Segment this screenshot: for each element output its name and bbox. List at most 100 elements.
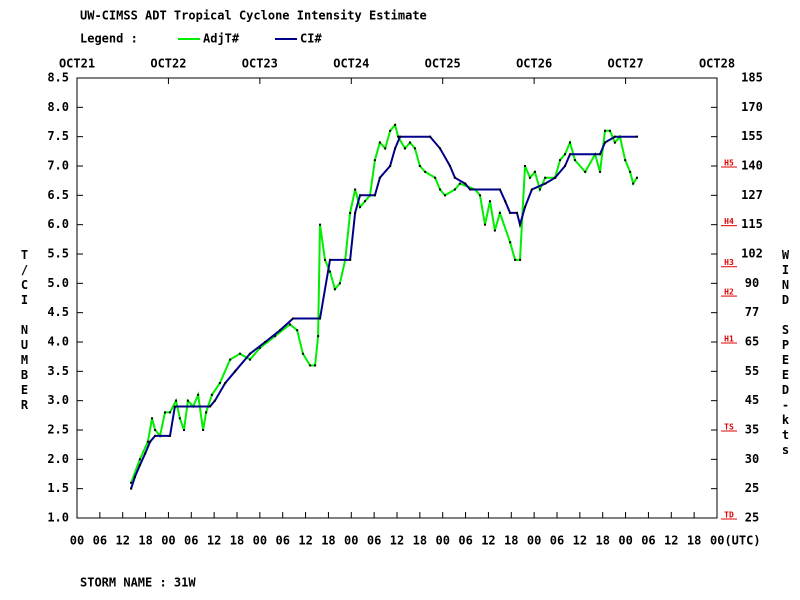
data-point [524, 165, 526, 167]
data-point [338, 282, 341, 285]
data-point [264, 341, 267, 343]
data-point [559, 159, 562, 162]
data-point [389, 165, 392, 167]
data-point [154, 434, 157, 437]
data-point [378, 141, 381, 144]
data-point [524, 206, 526, 209]
data-point [453, 176, 456, 179]
data-point [632, 182, 635, 185]
x-tick-label: 12 [664, 534, 678, 548]
storm-name: STORM NAME : 31W [80, 576, 196, 590]
data-point [613, 135, 616, 138]
x-tick-label: 00 [253, 534, 267, 548]
data-point [373, 159, 376, 162]
data-point [516, 211, 518, 214]
x-tick-label: 12 [115, 534, 129, 548]
date-label: OCT26 [516, 57, 552, 71]
x-tick-label: 18 [138, 534, 152, 548]
date-label: OCT27 [608, 57, 644, 71]
data-point [146, 440, 149, 443]
x-tick-label: 00 [161, 534, 175, 548]
data-point [394, 147, 397, 150]
x-tick-label: 06 [184, 534, 198, 548]
data-point [279, 329, 282, 332]
x-tick-label: 00 [344, 534, 358, 548]
data-point [138, 458, 141, 461]
x-tick-label: 18 [230, 534, 244, 548]
x-tick-label: 00 [70, 534, 84, 548]
data-point [130, 481, 133, 484]
data-point [424, 170, 427, 173]
data-point [258, 346, 261, 349]
x-tick-label: 12 [481, 534, 495, 548]
x-tick-label: 12 [298, 534, 312, 548]
data-point [328, 270, 331, 273]
y2-tick-label: 45 [745, 393, 759, 407]
data-point [288, 323, 291, 326]
data-point [333, 288, 336, 291]
data-point [544, 176, 547, 179]
y-tick-label: 3.0 [47, 393, 69, 407]
data-point [164, 411, 166, 414]
date-label: OCT25 [425, 57, 461, 71]
data-point [488, 200, 491, 203]
y-tick-label: 6.0 [47, 217, 69, 231]
data-point [208, 405, 211, 408]
data-point [399, 135, 402, 138]
y2-tick-label: 155 [741, 129, 763, 143]
data-point [604, 129, 606, 132]
data-point [444, 194, 446, 197]
y-tick-label: 6.5 [47, 188, 69, 202]
data-point [504, 200, 507, 203]
data-point [413, 147, 416, 150]
y-tick-label: 7.5 [47, 129, 69, 143]
data-point [514, 258, 517, 261]
legend-label: AdjT# [203, 32, 240, 46]
x-tick-label: 18 [413, 534, 427, 548]
data-point [629, 170, 632, 173]
x-tick-label: 00 [435, 534, 449, 548]
data-point [224, 382, 227, 385]
category-label: H3 [724, 258, 734, 267]
data-point [568, 141, 571, 144]
y-axis-label: T/CI NUMBER [18, 248, 32, 413]
y2-tick-label: 65 [745, 335, 759, 349]
data-point [354, 188, 357, 191]
data-point [568, 153, 571, 156]
data-point [564, 153, 566, 156]
data-point [197, 393, 200, 396]
chart-title: UW-CIMSS ADT Tropical Cyclone Intensity … [80, 9, 427, 23]
x-tick-label: 00 [527, 534, 541, 548]
data-point [624, 159, 627, 162]
x-tick-label: 12 [207, 534, 221, 548]
date-label: OCT28 [699, 57, 735, 71]
data-point [210, 393, 213, 396]
y-tick-label: 1.5 [47, 481, 69, 495]
date-label: OCT23 [242, 57, 278, 71]
y-tick-label: 1.0 [47, 511, 69, 525]
data-point [434, 176, 437, 179]
data-point [613, 141, 616, 144]
data-point [509, 211, 512, 214]
y2-tick-label: 170 [741, 100, 763, 114]
data-point [359, 194, 362, 197]
data-point [248, 358, 251, 361]
data-point [130, 487, 133, 490]
data-point [317, 335, 320, 338]
y2-axis-label: WIND SPEED-kts [779, 248, 793, 458]
data-point [469, 188, 472, 191]
data-point [138, 464, 141, 467]
data-point [218, 382, 221, 385]
x-tick-label: 18 [595, 534, 609, 548]
data-point [519, 223, 522, 226]
y2-tick-label: 25 [745, 481, 759, 495]
y-tick-label: 4.0 [47, 335, 69, 349]
data-point [213, 399, 216, 402]
data-point [186, 399, 189, 402]
y2-tick-label: 77 [745, 305, 759, 319]
data-point [183, 429, 186, 431]
data-point [394, 123, 397, 126]
y-tick-label: 5.5 [47, 247, 69, 261]
date-label: OCT22 [150, 57, 186, 71]
